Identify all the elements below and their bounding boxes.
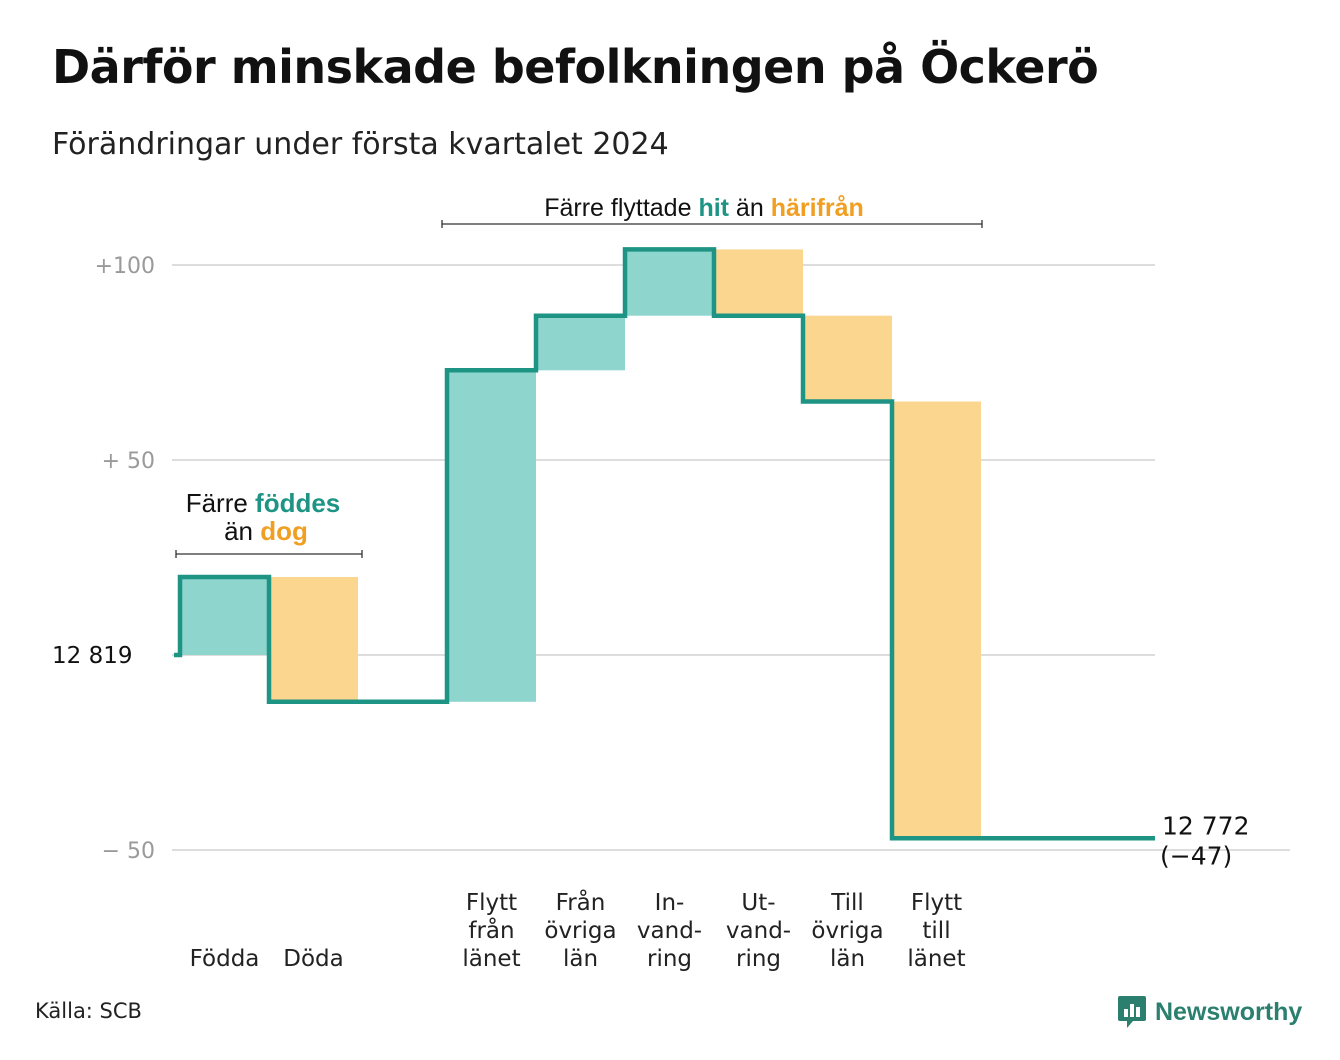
annotation-text: Färre flyttade xyxy=(544,194,698,222)
waterfall-bar xyxy=(180,577,269,655)
annotation-text: än xyxy=(729,194,771,222)
annotation-migration: Färre flyttade hit än härifrån xyxy=(544,194,864,222)
waterfall-bar xyxy=(803,315,892,402)
annotation-births-line1: Färre föddes xyxy=(186,488,341,518)
category-label: från xyxy=(468,916,514,944)
annotation-highlight-decrease: härifrån xyxy=(771,194,864,222)
chart-subtitle: Förändringar under första kvartalet 2024 xyxy=(52,127,669,162)
category-label: Födda xyxy=(190,946,260,972)
y-tick-label: + 50 xyxy=(102,449,155,474)
category-label: vand- xyxy=(726,918,791,944)
annotation-text: än xyxy=(224,516,260,546)
category-label: In- xyxy=(655,890,685,916)
waterfall-bar xyxy=(269,577,358,702)
category-label: Ut- xyxy=(741,890,775,916)
brand-logo: Newsworthy xyxy=(1117,994,1302,1030)
category-label: Flytt xyxy=(911,890,962,916)
category-label: länet xyxy=(462,946,520,972)
category-label: Från xyxy=(556,888,606,916)
category-label: län xyxy=(563,946,598,972)
y-tick-label: − 50 xyxy=(102,839,155,864)
category-label: Till xyxy=(830,890,864,916)
cumulative-line xyxy=(174,247,1155,841)
category-label: övriga xyxy=(811,918,883,944)
source-note: Källa: SCB xyxy=(35,999,142,1023)
category-label: län xyxy=(830,946,865,972)
annotation-births-line2: än dog xyxy=(224,516,308,546)
y-tick-label: +100 xyxy=(95,254,155,279)
category-label: ring xyxy=(736,946,781,972)
waterfall-bar xyxy=(714,249,803,316)
category-label: till xyxy=(922,918,950,944)
category-label: länet xyxy=(907,946,965,972)
category-label: övriga xyxy=(544,918,616,944)
category-label: vand- xyxy=(637,918,702,944)
category-label: Döda xyxy=(283,946,343,972)
category-label: Flytt xyxy=(466,890,517,916)
annotation-highlight-increase: hit xyxy=(698,194,729,222)
end-change-label: (−47) xyxy=(1160,841,1232,870)
end-value-label: 12 772 xyxy=(1162,811,1249,840)
waterfall-bar xyxy=(536,315,625,371)
brand-name: Newsworthy xyxy=(1155,997,1303,1026)
category-label: ring xyxy=(647,946,692,972)
start-value-label: 12 819 xyxy=(52,643,132,669)
newsworthy-logo-icon xyxy=(1118,996,1146,1028)
waterfall-bar xyxy=(625,249,714,316)
waterfall-bar xyxy=(447,370,536,702)
waterfall-bar xyxy=(892,401,981,839)
annotation-highlight-increase: föddes xyxy=(255,488,340,518)
annotation-highlight-decrease: dog xyxy=(260,516,308,546)
annotation-text: Färre xyxy=(186,488,255,518)
chart-title: Därför minskade befolkningen på Öckerö xyxy=(52,40,1099,94)
